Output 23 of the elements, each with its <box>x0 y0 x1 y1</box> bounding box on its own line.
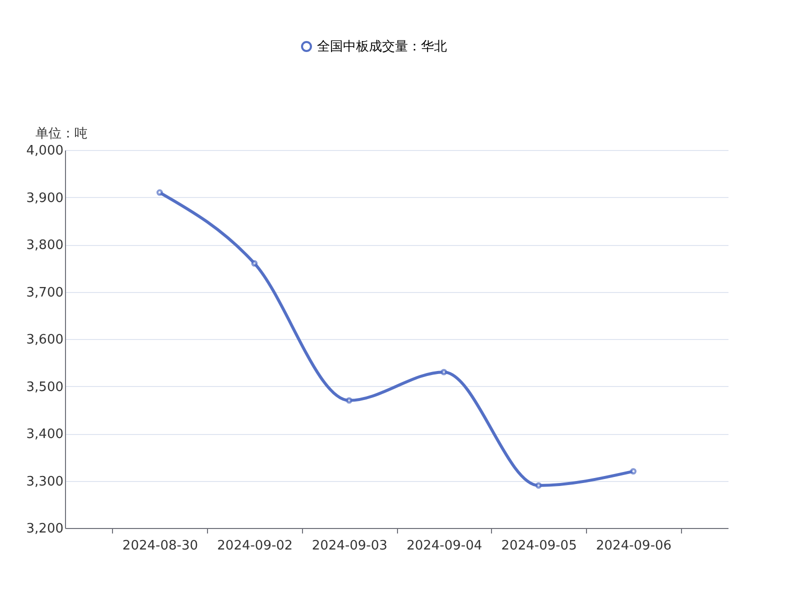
point <box>156 189 163 196</box>
y-tick-label: 3,900 <box>26 190 64 206</box>
y-tick-label: 3,800 <box>26 238 64 253</box>
point <box>535 482 542 489</box>
x-tick-label: 2024-09-03 <box>312 538 388 554</box>
point <box>346 397 352 404</box>
y-tick-label: 3,600 <box>26 332 64 348</box>
y-tick-label: 3,300 <box>26 474 64 490</box>
y-tick-label: 3,700 <box>26 285 64 300</box>
point <box>630 468 637 475</box>
y-tick-label: 3,500 <box>26 380 64 395</box>
legend-label: 全国中板成交量：华北 <box>317 38 447 54</box>
y-tick-label: 3,200 <box>26 522 64 536</box>
point <box>251 260 258 267</box>
point <box>440 368 448 376</box>
y-axis-title: 单位：吨 <box>36 126 88 142</box>
x-tick-label: 2024-08-30 <box>122 538 198 554</box>
x-tick-label: 2024-09-04 <box>406 538 482 554</box>
x-tick-label: 2024-09-06 <box>596 538 672 554</box>
y-tick-label: 3,400 <box>26 427 64 442</box>
y-tick-label: 4,000 <box>26 144 64 158</box>
x-tick-label: 2024-09-02 <box>217 538 293 554</box>
x-tick-label: 2024-09-05 <box>501 538 577 554</box>
